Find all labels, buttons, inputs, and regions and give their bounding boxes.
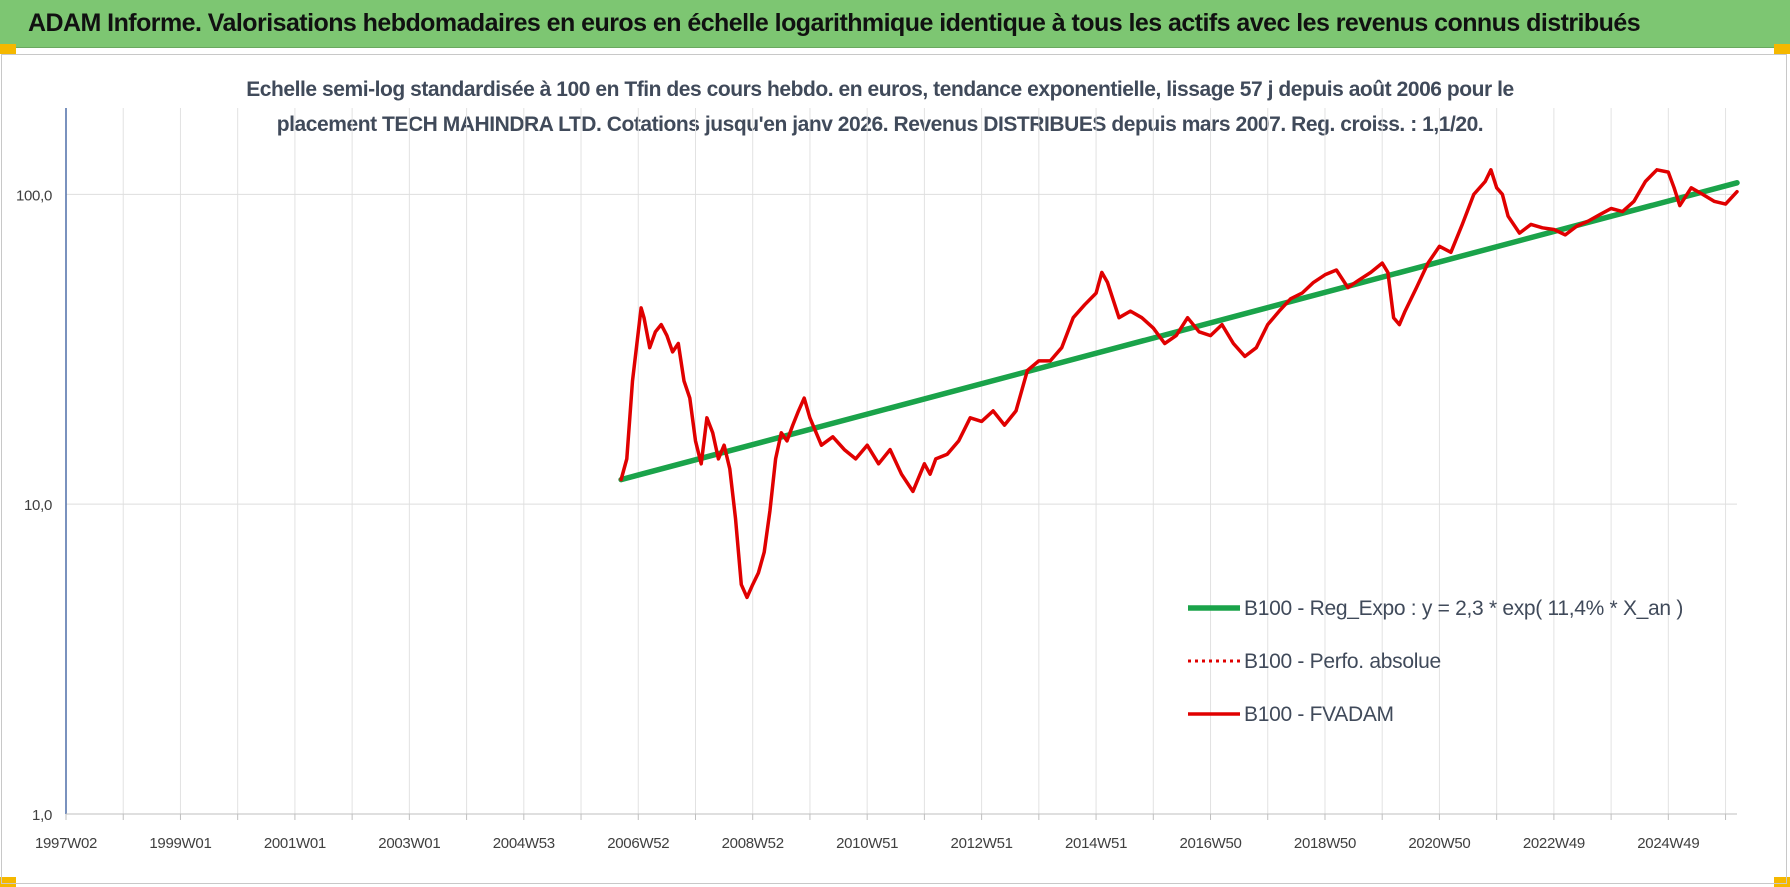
chart-frame — [1, 54, 1787, 884]
corner-accent-bottom-left — [0, 877, 16, 887]
corner-accent-top-right — [1774, 44, 1790, 54]
banner-title: ADAM Informe. Valorisations hebdomadaire… — [28, 9, 1641, 37]
header-banner: ADAM Informe. Valorisations hebdomadaire… — [0, 0, 1790, 48]
chart-title-line-1: Echelle semi-log standardisée à 100 en T… — [246, 78, 1514, 101]
corner-accent-bottom-right — [1774, 877, 1790, 887]
chart-title-line-2: placement TECH MAHINDRA LTD. Cotations j… — [276, 113, 1484, 136]
corner-accent-top-left — [0, 44, 16, 54]
